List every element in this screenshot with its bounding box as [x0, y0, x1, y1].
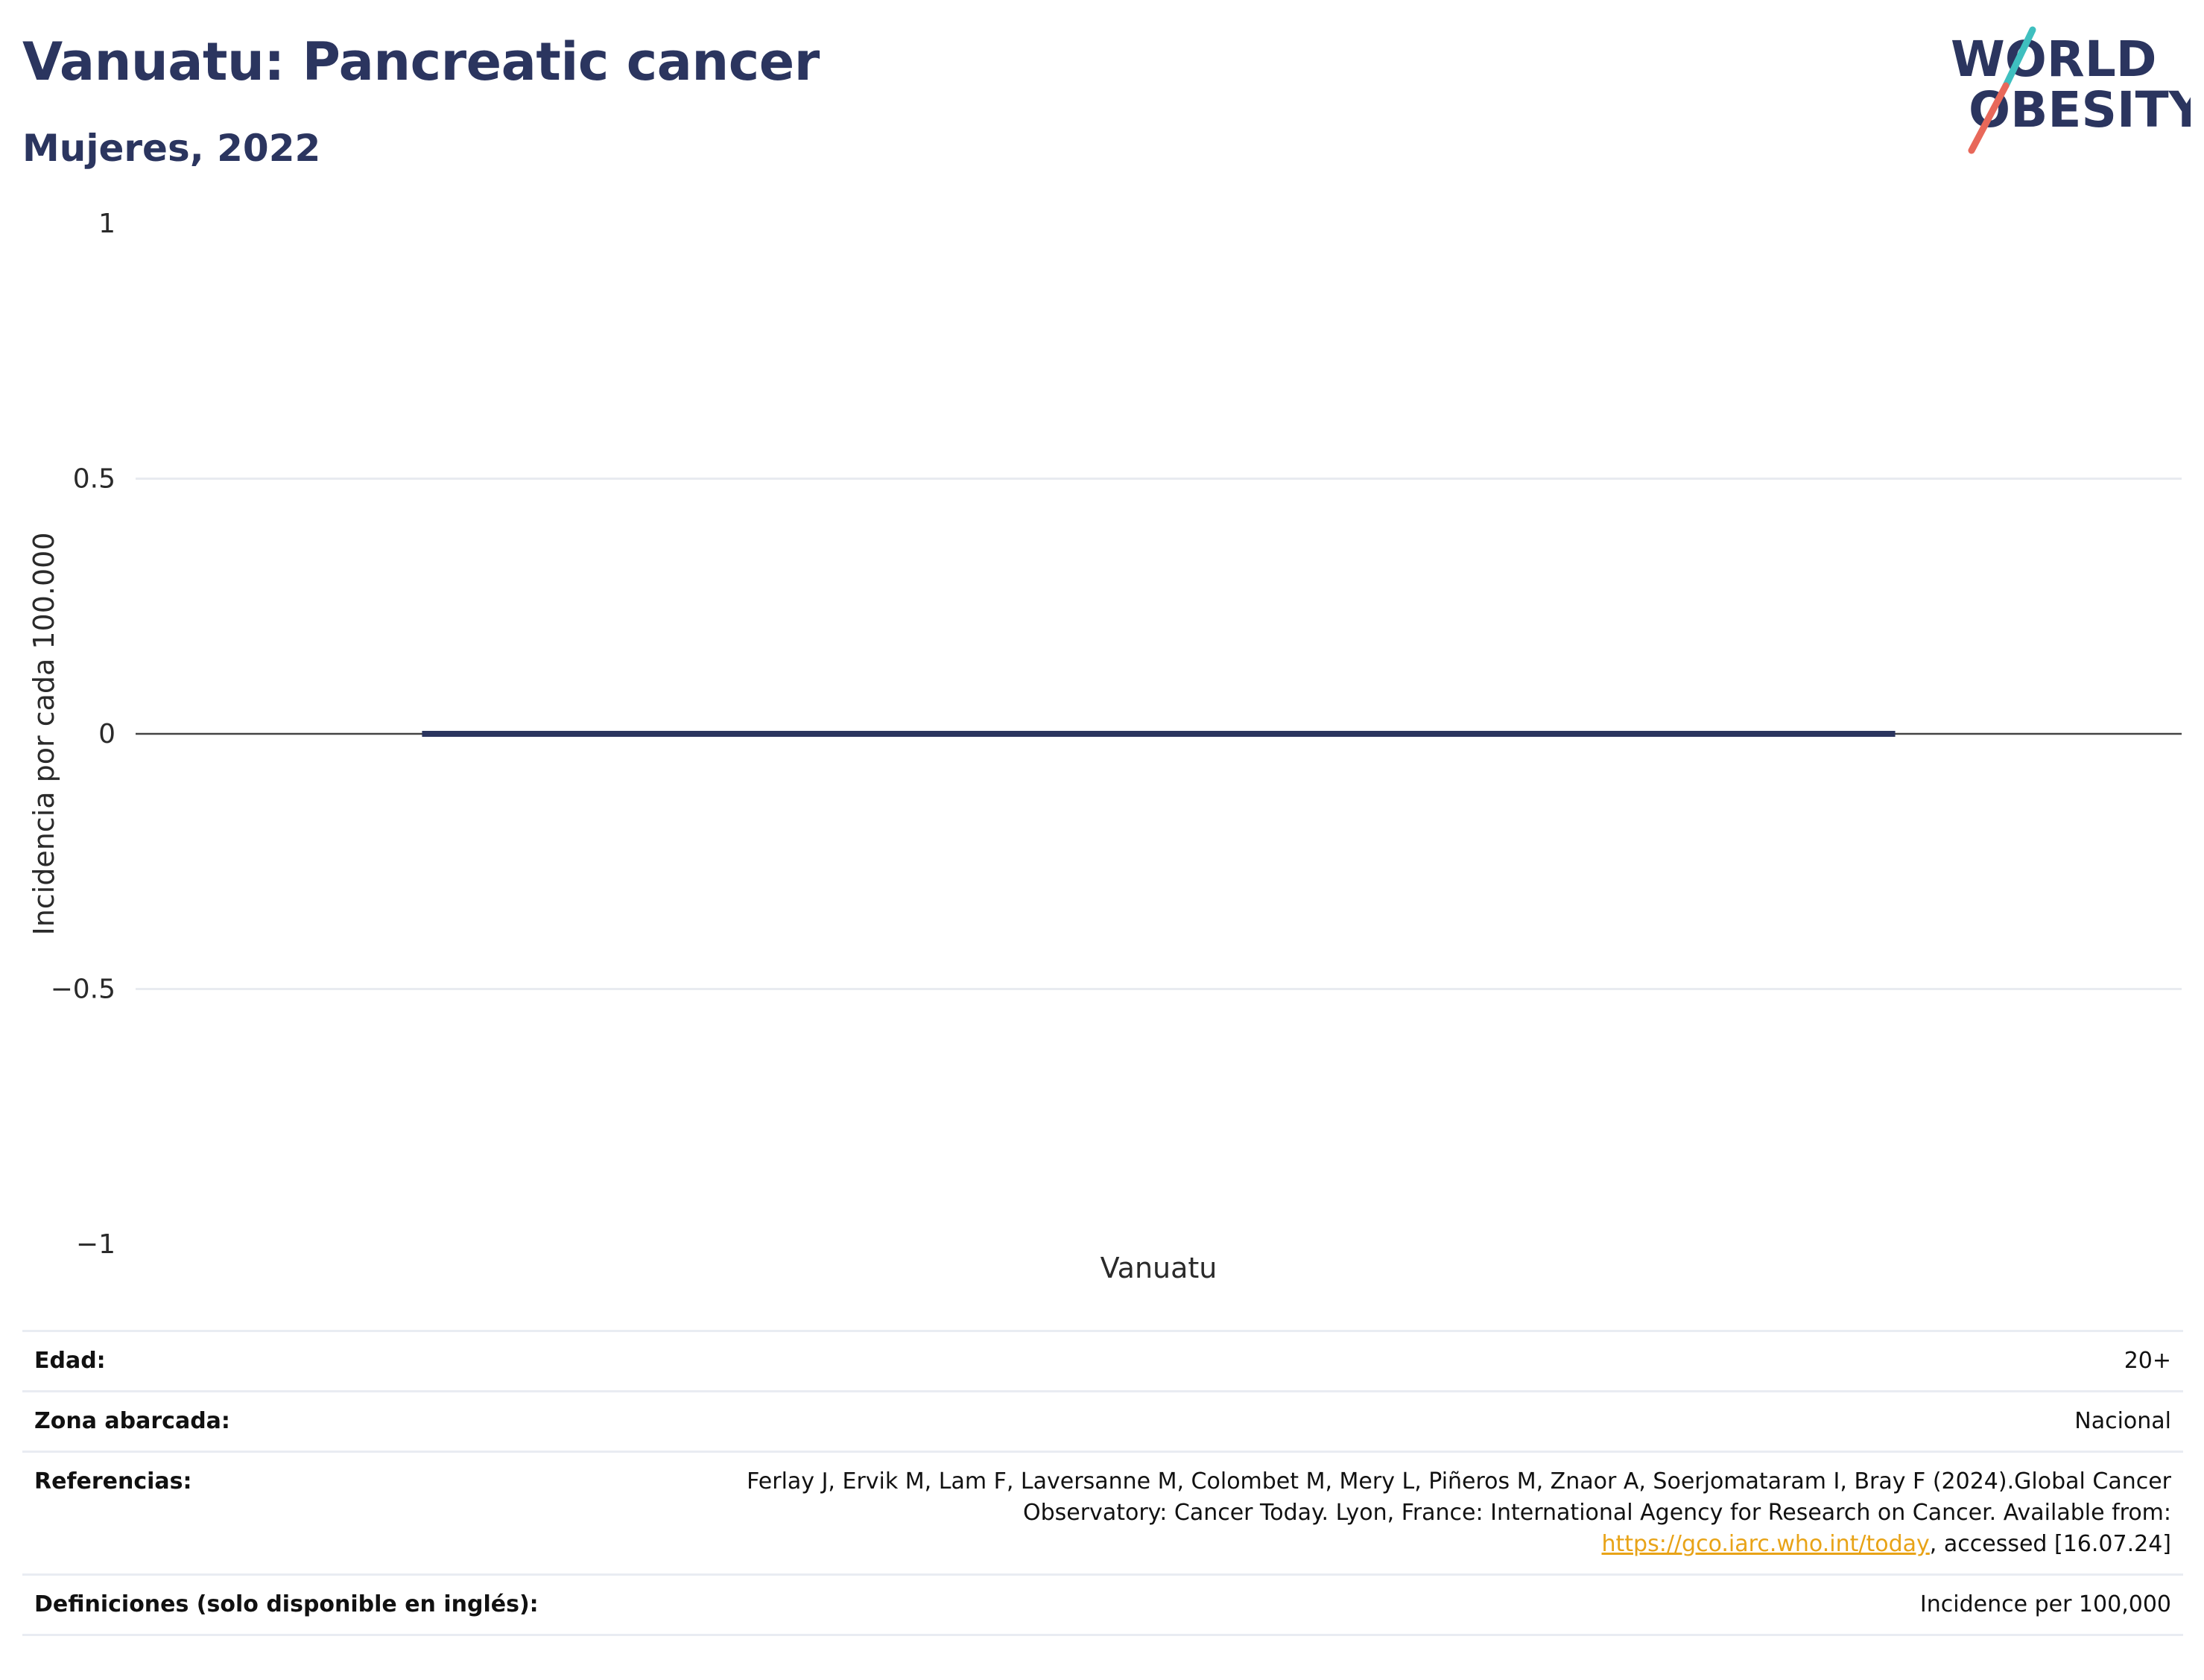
- definitions-value: Incidence per 100,000: [1919, 1591, 2171, 1617]
- references-text: Ferlay J, Ervik M, Lam F, Laversanne M, …: [747, 1468, 2171, 1526]
- area-label: Zona abarcada:: [34, 1408, 230, 1434]
- age-value: 20+: [2124, 1348, 2171, 1374]
- age-label: Edad:: [34, 1348, 106, 1374]
- y-tick-label: 1: [98, 209, 115, 239]
- info-row-area: Zona abarcada: Nacional: [22, 1391, 2183, 1452]
- definitions-label: Definiciones (solo disponible en inglés)…: [34, 1591, 539, 1617]
- y-tick-label: 0.5: [73, 464, 115, 495]
- logo-slash-coral: [1968, 82, 2010, 154]
- info-row-age: Edad: 20+: [22, 1331, 2183, 1392]
- y-tick-label: −0.5: [51, 974, 115, 1005]
- y-tick-label: −1: [76, 1229, 115, 1260]
- y-axis-title: Incidencia por cada 100.000: [28, 532, 60, 935]
- logo-slash-teal: [2002, 26, 2036, 89]
- references-label: Referencias:: [34, 1468, 192, 1494]
- bar: [422, 731, 1896, 737]
- references-value: Ferlay J, Ervik M, Lam F, Laversanne M, …: [717, 1452, 2183, 1575]
- incidence-chart: 1 0.5 0 −0.5 −1 Vanuatu Incidencia por cada …: [28, 209, 2182, 1284]
- references-link[interactable]: https://gco.iarc.who.int/today: [1601, 1531, 1930, 1557]
- y-tick-labels: 1 0.5 0 −0.5 −1: [51, 209, 115, 1260]
- info-row-definitions: Definiciones (solo disponible en inglés)…: [22, 1574, 2183, 1635]
- grid-lines: [136, 478, 2182, 990]
- info-row-references: Referencias: Ferlay J, Ervik M, Lam F, L…: [22, 1451, 2183, 1575]
- page-title: Vanuatu: Pancreatic cancer: [22, 31, 820, 92]
- references-accessed: , accessed [16.07.24]: [1929, 1531, 2171, 1557]
- logo-line1: WORLD: [1951, 31, 2157, 88]
- y-tick-label: 0: [98, 719, 115, 749]
- area-value: Nacional: [2074, 1408, 2171, 1434]
- x-tick-labels: Vanuatu: [1101, 1252, 1217, 1284]
- info-table: Edad: 20+ Zona abarcada: Nacional Refere…: [22, 1330, 2183, 1636]
- page-subtitle: Mujeres, 2022: [22, 127, 321, 170]
- bars: [422, 731, 1896, 737]
- x-tick-label: Vanuatu: [1101, 1252, 1217, 1284]
- world-obesity-logo: WORLD OBESITY: [1951, 26, 2191, 154]
